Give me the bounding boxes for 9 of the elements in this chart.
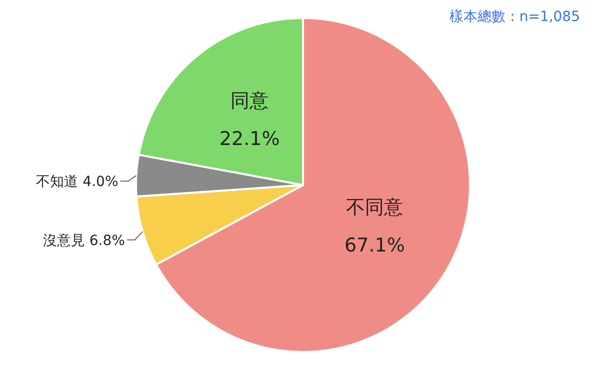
data-label: 4.0%	[82, 174, 118, 190]
slice-label: 沒意見	[42, 232, 85, 249]
slice-label: 同意	[230, 90, 269, 112]
data-label: 67.1%	[344, 234, 405, 257]
slice-label: 不知道	[36, 174, 78, 190]
data-label: 22.1%	[219, 128, 280, 150]
text: 樣本總數：n=1,085	[449, 8, 580, 26]
slice-label: 不同意	[346, 196, 404, 219]
data-label: 6.8%	[89, 232, 125, 249]
